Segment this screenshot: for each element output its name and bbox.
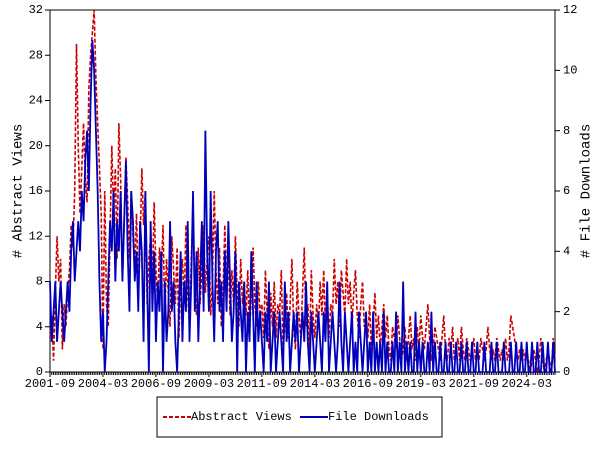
x-tick-label: 2014-03 [290,377,340,391]
x-tick-label: 2009-03 [184,377,234,391]
y-tick-label: 20 [29,139,43,153]
x-tick-label: 2006-09 [131,377,181,391]
y2-tick-label: 10 [563,64,577,78]
y-tick-label: 24 [29,94,43,108]
x-tick-label: 2024-03 [502,377,552,391]
y2-tick-label: 4 [563,245,570,259]
y2-tick-label: 6 [563,184,570,198]
y2-tick-label: 8 [563,124,570,138]
legend-label: File Downloads [328,410,429,424]
y-tick-label: 28 [29,48,43,62]
x-tick-label: 2016-09 [343,377,393,391]
y-tick-label: 4 [36,320,43,334]
y-tick-label: 12 [29,229,43,243]
y2-tick-label: 0 [563,365,570,379]
y2-tick-label: 12 [563,3,577,17]
y-tick-label: 16 [29,184,43,198]
x-tick-label: 2021-09 [449,377,499,391]
y2-axis-title: # File Downloads [579,124,595,258]
x-tick-label: 2019-03 [396,377,446,391]
series-line [49,40,556,373]
x-tick-label: 2011-09 [237,377,287,391]
y-axis-title: # Abstract Views [11,124,27,258]
x-tick-label: 2001-09 [25,377,75,391]
legend-label: Abstract Views [191,410,292,424]
y-tick-label: 32 [29,3,43,17]
legend [156,396,443,438]
x-tick-label: 2004-03 [78,377,128,391]
y-tick-label: 0 [36,365,43,379]
y2-tick-label: 2 [563,305,570,319]
y-tick-label: 8 [36,275,43,289]
